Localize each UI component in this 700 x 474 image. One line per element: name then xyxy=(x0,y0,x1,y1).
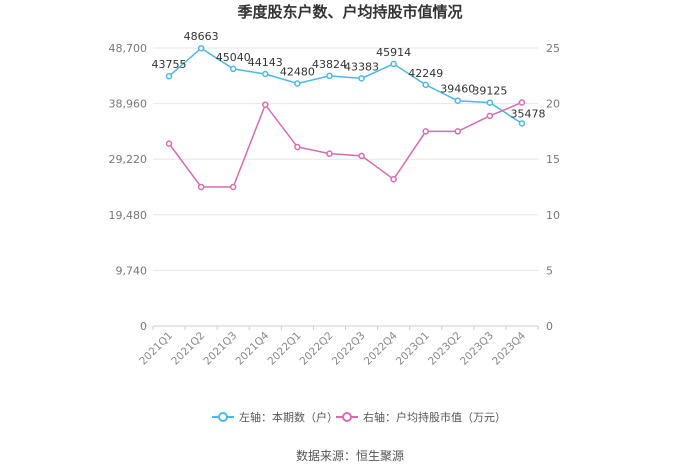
data-point xyxy=(358,152,365,160)
left-tick-label: 29,220 xyxy=(109,153,148,166)
data-point xyxy=(229,65,237,73)
data-label: 43383 xyxy=(344,60,379,73)
data-label: 35478 xyxy=(510,107,545,120)
x-tick-label: 2021Q3 xyxy=(201,330,239,368)
data-point xyxy=(197,44,205,52)
data-label: 42249 xyxy=(408,67,443,80)
data-point xyxy=(486,99,494,106)
x-tick-label: 2021Q4 xyxy=(233,329,271,367)
series-line-right xyxy=(168,101,523,188)
left-tick-label: 38,960 xyxy=(109,98,148,111)
data-point xyxy=(422,128,429,135)
legend: 左轴：本期数（户） 右轴：户均持股市值（万元） xyxy=(212,410,506,424)
legend-label-right: 右轴：户均持股市值（万元） xyxy=(363,410,506,424)
data-point xyxy=(390,60,397,68)
right-tick-label: 5 xyxy=(546,264,553,277)
legend-marker-left xyxy=(218,412,228,422)
legend-label-left: 左轴：本期数（户） xyxy=(239,410,338,424)
data-label: 42480 xyxy=(280,66,315,79)
right-tick-label: 20 xyxy=(546,98,560,111)
data-point xyxy=(165,72,173,80)
left-axis: 0 9,740 19,480 29,220 38,960 48,700 xyxy=(109,42,148,333)
legend-item-left-series[interactable]: 左轴：本期数（户） xyxy=(212,410,338,424)
left-tick-label: 48,700 xyxy=(109,42,148,55)
chart-title: 季度股东户数、户均持股市值情况 xyxy=(237,3,462,21)
x-tick-label: 2023Q3 xyxy=(458,330,496,368)
legend-item-right-series[interactable]: 右轴：户均持股市值（万元） xyxy=(336,410,506,424)
data-point xyxy=(454,97,462,104)
data-point xyxy=(326,150,333,157)
left-tick-label: 19,480 xyxy=(109,209,148,222)
data-label: 43824 xyxy=(312,58,347,71)
x-tick-label: 2022Q3 xyxy=(330,330,368,368)
right-tick-label: 15 xyxy=(546,153,560,166)
right-axis: 0 5 10 15 20 25 xyxy=(546,42,560,333)
data-point xyxy=(165,140,173,147)
data-point xyxy=(294,80,301,87)
x-tick-label: 2023Q1 xyxy=(394,330,432,368)
x-tick-label: 2021Q1 xyxy=(137,330,175,368)
x-tick-label: 2022Q1 xyxy=(266,330,304,368)
data-point xyxy=(197,183,205,191)
data-label: 48663 xyxy=(184,30,219,43)
data-point xyxy=(262,70,269,78)
left-tick-label: 0 xyxy=(140,320,147,333)
data-point xyxy=(229,183,237,191)
x-tick-label: 2022Q2 xyxy=(298,330,336,368)
data-label: 44143 xyxy=(248,56,283,69)
data-point xyxy=(518,99,526,106)
data-label: 39460 xyxy=(440,83,475,96)
right-tick-label: 10 xyxy=(546,209,560,222)
data-point xyxy=(454,128,462,135)
series-line-left xyxy=(168,47,523,125)
data-label: 39125 xyxy=(472,85,507,98)
left-tick-label: 9,740 xyxy=(116,264,148,277)
x-axis: 2021Q12021Q22021Q32021Q42022Q12022Q22022… xyxy=(137,326,539,368)
data-label: 43755 xyxy=(152,58,187,71)
source-text: 数据来源：恒生聚源 xyxy=(296,448,404,463)
data-point xyxy=(486,112,494,120)
data-point xyxy=(262,101,269,108)
data-point xyxy=(518,120,526,127)
data-label: 45914 xyxy=(376,46,411,59)
data-label: 45040 xyxy=(216,51,251,64)
data-point xyxy=(358,75,365,82)
data-point xyxy=(294,143,301,151)
data-point xyxy=(422,81,429,89)
x-tick-label: 2022Q4 xyxy=(362,329,400,367)
right-tick-label: 0 xyxy=(546,320,553,333)
data-point xyxy=(390,175,397,183)
right-tick-label: 25 xyxy=(546,42,560,55)
x-tick-label: 2021Q2 xyxy=(169,330,207,368)
series-layer: 43755 48663 450404414342480438244338345914… xyxy=(152,30,545,191)
x-tick-label: 2023Q2 xyxy=(426,330,464,368)
legend-marker-right xyxy=(342,412,352,422)
data-point xyxy=(326,72,333,80)
x-tick-label: 2023Q4 xyxy=(490,329,528,367)
